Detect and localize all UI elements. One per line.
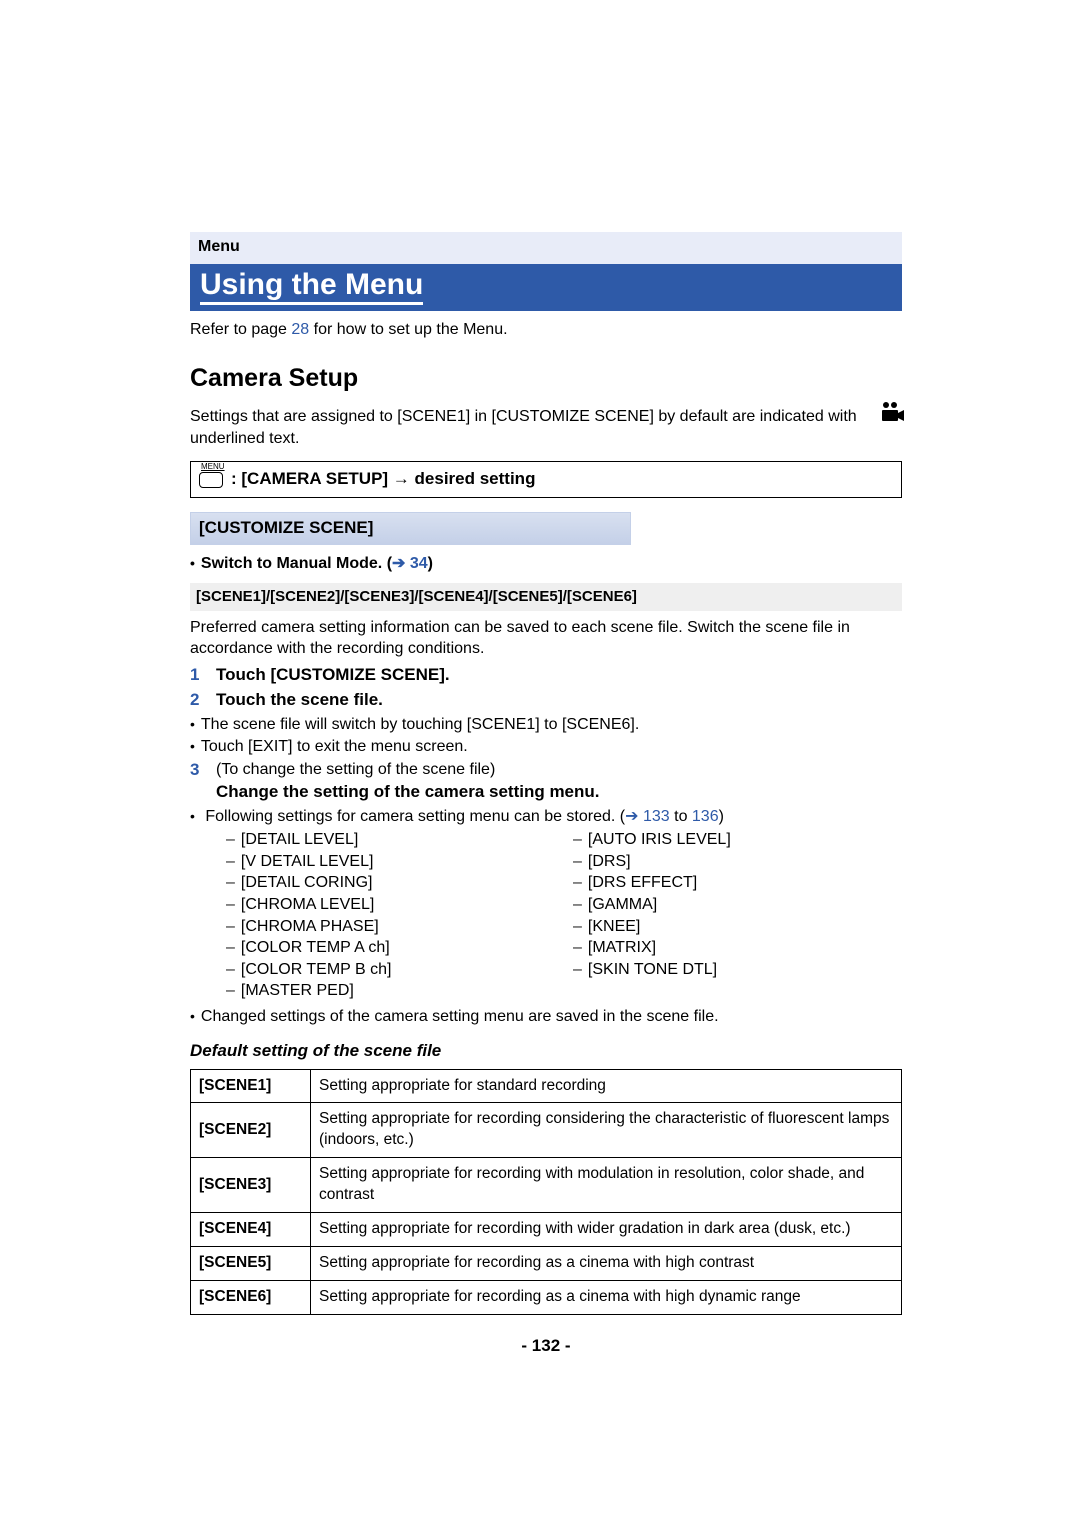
arrow-icon-2: ➔: [625, 808, 638, 825]
cell-val: Setting appropriate for standard recordi…: [311, 1069, 902, 1103]
menu-icon: MENU: [199, 470, 227, 490]
scene-default-table: [SCENE1]Setting appropriate for standard…: [190, 1069, 902, 1315]
settings-col-left: [DETAIL LEVEL] [V DETAIL LEVEL] [DETAIL …: [208, 829, 555, 1002]
cell-val: Setting appropriate for recording as a c…: [311, 1280, 902, 1314]
record-mode-icon: [880, 400, 906, 427]
settings-columns: [DETAIL LEVEL] [V DETAIL LEVEL] [DETAIL …: [208, 829, 902, 1002]
switch-pre: Switch to Manual Mode. (: [201, 555, 392, 572]
sub-bullet-2: Touch [EXIT] to exit the menu screen.: [190, 736, 902, 758]
step-3: 3 (To change the setting of the scene fi…: [190, 759, 902, 804]
step-1-num: 1: [190, 664, 216, 687]
cell-key: [SCENE4]: [191, 1213, 311, 1247]
step-3-text: Change the setting of the camera setting…: [216, 781, 600, 804]
following-mid: to: [670, 808, 692, 825]
intro-line: Refer to page 28 for how to set up the M…: [190, 311, 902, 351]
step-2: 2 Touch the scene file.: [190, 689, 902, 712]
page-link-136[interactable]: 136: [692, 808, 719, 825]
breadcrumb: Menu: [190, 232, 902, 264]
following-post: ): [719, 808, 724, 825]
list-item: [MATRIX]: [573, 937, 902, 959]
list-item: [COLOR TEMP B ch]: [226, 959, 555, 981]
page-link-133[interactable]: 133: [639, 808, 670, 825]
switch-post: ): [428, 555, 433, 572]
changed-note: Changed settings of the camera setting m…: [190, 1006, 902, 1028]
page-link-34[interactable]: 34: [405, 555, 427, 572]
cell-key: [SCENE2]: [191, 1103, 311, 1158]
list-item: [V DETAIL LEVEL]: [226, 851, 555, 873]
menu-path-text: : [CAMERA SETUP] → desired setting: [231, 469, 535, 488]
table-row: [SCENE4]Setting appropriate for recordin…: [191, 1213, 902, 1247]
list-item: [CHROMA LEVEL]: [226, 894, 555, 916]
table-row: [SCENE1]Setting appropriate for standard…: [191, 1069, 902, 1103]
list-item: [DETAIL CORING]: [226, 872, 555, 894]
intro-post: for how to set up the Menu.: [309, 321, 507, 338]
cell-val: Setting appropriate for recording with m…: [311, 1158, 902, 1213]
switch-mode-line: Switch to Manual Mode. (➔ 34): [190, 553, 902, 575]
cell-key: [SCENE6]: [191, 1280, 311, 1314]
settings-col-right: [AUTO IRIS LEVEL] [DRS] [DRS EFFECT] [GA…: [555, 829, 902, 1002]
cell-key: [SCENE1]: [191, 1069, 311, 1103]
step-2-text: Touch the scene file.: [216, 689, 383, 712]
cell-val: Setting appropriate for recording consid…: [311, 1103, 902, 1158]
table-row: [SCENE6]Setting appropriate for recordin…: [191, 1280, 902, 1314]
page-title: Using the Menu: [200, 270, 423, 305]
table-row: [SCENE5]Setting appropriate for recordin…: [191, 1247, 902, 1281]
intro-pre: Refer to page: [190, 321, 291, 338]
scene-options-bar: [SCENE1]/[SCENE2]/[SCENE3]/[SCENE4]/[SCE…: [190, 583, 902, 611]
list-item: [MASTER PED]: [226, 980, 555, 1002]
cell-key: [SCENE5]: [191, 1247, 311, 1281]
table-title: Default setting of the scene file: [190, 1040, 902, 1063]
subsection-bar-customize-scene: [CUSTOMIZE SCENE]: [190, 512, 631, 545]
list-item: [AUTO IRIS LEVEL]: [573, 829, 902, 851]
page-title-bar: Using the Menu: [190, 264, 902, 311]
cell-val: Setting appropriate for recording as a c…: [311, 1247, 902, 1281]
list-item: [DRS]: [573, 851, 902, 873]
sub-bullet-1: The scene file will switch by touching […: [190, 714, 902, 736]
section-heading-camera-setup: Camera Setup: [190, 362, 902, 396]
list-item: [DRS EFFECT]: [573, 872, 902, 894]
cell-val: Setting appropriate for recording with w…: [311, 1213, 902, 1247]
list-item: [DETAIL LEVEL]: [226, 829, 555, 851]
description: Settings that are assigned to [SCENE1] i…: [190, 406, 902, 449]
list-item: [COLOR TEMP A ch]: [226, 937, 555, 959]
table-row: [SCENE3]Setting appropriate for recordin…: [191, 1158, 902, 1213]
page-link-28[interactable]: 28: [291, 321, 309, 338]
step-1: 1 Touch [CUSTOMIZE SCENE].: [190, 664, 902, 687]
step-1-text: Touch [CUSTOMIZE SCENE].: [216, 664, 450, 687]
list-item: [KNEE]: [573, 916, 902, 938]
following-settings-line: Following settings for camera setting me…: [190, 806, 902, 828]
step-3-note: (To change the setting of the scene file…: [216, 759, 600, 781]
following-pre: Following settings for camera setting me…: [205, 808, 625, 825]
menu-path-box: MENU : [CAMERA SETUP] → desired setting: [190, 461, 902, 498]
page-number: - 132 -: [190, 1335, 902, 1358]
cell-key: [SCENE3]: [191, 1158, 311, 1213]
step-2-num: 2: [190, 689, 216, 712]
list-item: [SKIN TONE DTL]: [573, 959, 902, 981]
list-item: [CHROMA PHASE]: [226, 916, 555, 938]
scene-desc: Preferred camera setting information can…: [190, 617, 902, 660]
list-item: [GAMMA]: [573, 894, 902, 916]
arrow-icon: ➔: [392, 555, 405, 572]
table-row: [SCENE2]Setting appropriate for recordin…: [191, 1103, 902, 1158]
page-content: Menu Using the Menu Refer to page 28 for…: [0, 0, 1080, 1358]
step-3-num: 3: [190, 759, 216, 804]
